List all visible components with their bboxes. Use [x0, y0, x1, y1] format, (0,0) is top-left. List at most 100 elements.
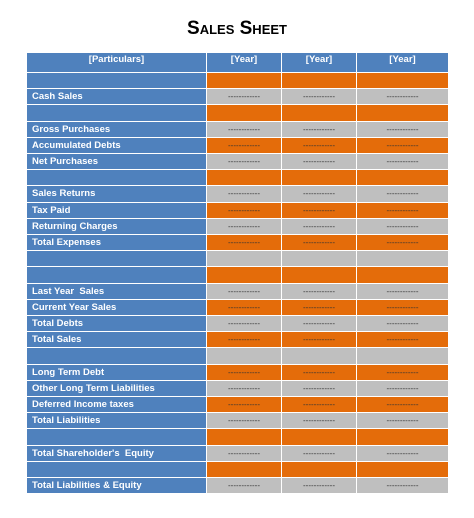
value-cell: ------------	[207, 316, 282, 333]
value-cell	[282, 267, 357, 284]
row-label: Total Sales	[27, 332, 207, 349]
row-label: Last Year Sales	[27, 283, 207, 300]
value-cell: ------------	[282, 218, 357, 235]
value-cell: ------------	[282, 413, 357, 430]
value-cell: ------------	[282, 299, 357, 316]
value-cell	[207, 73, 282, 90]
value-cell: ------------	[207, 380, 282, 397]
value-cell: ------------	[282, 380, 357, 397]
value-cell: ------------	[207, 121, 282, 138]
value-cell: ------------	[207, 154, 282, 171]
value-cell: ------------	[357, 121, 449, 138]
header-cell: [Year]	[282, 53, 357, 73]
value-cell	[207, 267, 282, 284]
value-cell	[357, 251, 449, 268]
row-label: Long Term Debt	[27, 364, 207, 381]
value-cell	[357, 73, 449, 90]
value-cell: ------------	[282, 89, 357, 106]
row-label: Total Expenses	[27, 235, 207, 252]
value-cell: ------------	[207, 478, 282, 495]
value-cell: ------------	[357, 89, 449, 106]
row-label: Sales Returns	[27, 186, 207, 203]
value-cell	[282, 170, 357, 187]
value-cell: ------------	[207, 202, 282, 219]
value-cell: ------------	[207, 332, 282, 349]
row-label: Returning Charges	[27, 218, 207, 235]
value-cell	[207, 429, 282, 446]
value-cell: ------------	[357, 283, 449, 300]
value-cell: ------------	[282, 478, 357, 495]
value-cell: ------------	[207, 235, 282, 252]
value-cell: ------------	[357, 299, 449, 316]
value-cell	[282, 429, 357, 446]
value-cell: ------------	[207, 218, 282, 235]
value-cell: ------------	[357, 202, 449, 219]
value-cell: ------------	[357, 137, 449, 154]
row-label	[27, 348, 207, 365]
value-cell: ------------	[282, 445, 357, 462]
value-cell: ------------	[282, 137, 357, 154]
row-label: Cash Sales	[27, 89, 207, 106]
value-cell	[357, 267, 449, 284]
value-cell: ------------	[357, 154, 449, 171]
header-cell: [Year]	[207, 53, 282, 73]
row-label: Gross Purchases	[27, 121, 207, 138]
row-label: Total Liabilities	[27, 413, 207, 430]
value-cell	[357, 348, 449, 365]
value-cell	[282, 105, 357, 122]
row-label	[27, 73, 207, 90]
value-cell: ------------	[357, 413, 449, 430]
value-cell: ------------	[207, 137, 282, 154]
value-cell: ------------	[357, 364, 449, 381]
value-cell: ------------	[357, 186, 449, 203]
value-cell: ------------	[282, 235, 357, 252]
value-cell: ------------	[282, 397, 357, 414]
value-cell	[357, 461, 449, 478]
row-label: Deferred Income taxes	[27, 397, 207, 414]
row-label: Net Purchases	[27, 154, 207, 171]
value-cell: ------------	[282, 316, 357, 333]
value-cell: ------------	[282, 364, 357, 381]
value-cell	[207, 105, 282, 122]
row-label: Current Year Sales	[27, 299, 207, 316]
value-cell: ------------	[357, 397, 449, 414]
value-cell: ------------	[357, 478, 449, 495]
value-cell: ------------	[357, 316, 449, 333]
value-cell: ------------	[207, 89, 282, 106]
value-cell	[282, 251, 357, 268]
value-cell: ------------	[207, 299, 282, 316]
row-label: Total Shareholder's Equity	[27, 445, 207, 462]
value-cell	[207, 170, 282, 187]
row-label	[27, 429, 207, 446]
row-label	[27, 105, 207, 122]
value-cell	[207, 251, 282, 268]
value-cell: ------------	[207, 413, 282, 430]
row-label	[27, 251, 207, 268]
value-cell: ------------	[282, 202, 357, 219]
header-cell: [Particulars]	[27, 53, 207, 73]
value-cell	[357, 429, 449, 446]
value-cell: ------------	[282, 154, 357, 171]
row-label: Other Long Term Liabilities	[27, 380, 207, 397]
value-cell: ------------	[207, 445, 282, 462]
value-cell	[357, 105, 449, 122]
header-cell: [Year]	[357, 53, 449, 73]
value-cell	[207, 461, 282, 478]
row-label	[27, 461, 207, 478]
value-cell: ------------	[282, 332, 357, 349]
value-cell	[357, 170, 449, 187]
value-cell	[207, 348, 282, 365]
value-cell: ------------	[282, 121, 357, 138]
value-cell	[282, 348, 357, 365]
row-label	[27, 170, 207, 187]
value-cell: ------------	[357, 380, 449, 397]
value-cell: ------------	[207, 186, 282, 203]
value-cell: ------------	[282, 186, 357, 203]
value-cell: ------------	[207, 283, 282, 300]
value-cell	[282, 461, 357, 478]
row-label	[27, 267, 207, 284]
row-label: Accumulated Debts	[27, 137, 207, 154]
title: Sales Sheet	[187, 18, 287, 39]
value-cell: ------------	[357, 332, 449, 349]
